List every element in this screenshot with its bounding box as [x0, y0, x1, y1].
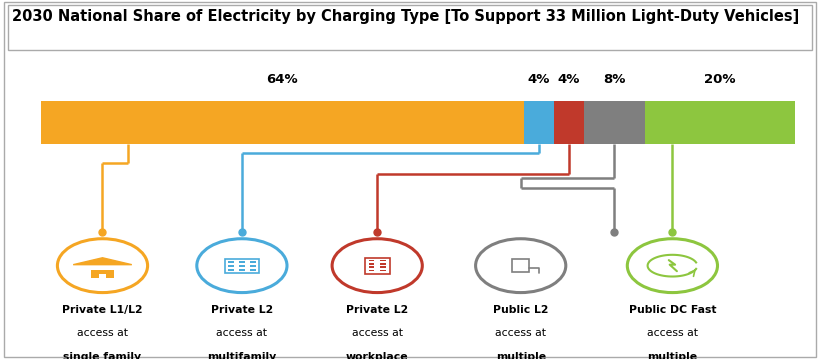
Bar — [380, 260, 386, 261]
Bar — [228, 261, 234, 263]
Text: Private L2: Private L2 — [210, 305, 273, 315]
Bar — [380, 266, 386, 268]
Bar — [364, 258, 389, 274]
Bar — [380, 270, 386, 271]
Text: access at: access at — [77, 328, 128, 339]
Bar — [512, 259, 528, 272]
Bar — [368, 260, 373, 261]
Text: workplace: workplace — [346, 352, 408, 359]
Bar — [228, 269, 234, 271]
Bar — [224, 259, 259, 272]
Text: 2030 National Share of Electricity by Charging Type [To Support 33 Million Light: 2030 National Share of Electricity by Ch… — [12, 9, 799, 24]
Text: single family: single family — [63, 352, 142, 359]
Bar — [228, 265, 234, 267]
Bar — [238, 261, 245, 263]
Text: multiple: multiple — [495, 352, 545, 359]
Text: 64%: 64% — [266, 73, 298, 86]
Text: multiple: multiple — [646, 352, 697, 359]
Bar — [99, 274, 106, 278]
Text: Public L2: Public L2 — [492, 305, 548, 315]
Bar — [368, 270, 373, 271]
Text: 4%: 4% — [557, 73, 580, 86]
Bar — [583, 101, 644, 144]
Text: multifamily: multifamily — [207, 352, 276, 359]
Bar — [249, 265, 256, 267]
Bar — [368, 266, 373, 268]
Text: access at: access at — [495, 328, 545, 339]
Text: Public DC Fast: Public DC Fast — [628, 305, 715, 315]
Text: 4%: 4% — [527, 73, 550, 86]
Bar — [91, 270, 114, 278]
FancyBboxPatch shape — [8, 5, 811, 50]
Polygon shape — [73, 258, 132, 265]
Bar — [238, 269, 245, 271]
Bar — [249, 261, 256, 263]
Bar — [368, 263, 373, 265]
Bar — [41, 101, 523, 144]
Bar — [644, 101, 794, 144]
Bar — [523, 101, 554, 144]
Text: access at: access at — [646, 328, 697, 339]
Bar — [554, 101, 583, 144]
Text: Private L1/L2: Private L1/L2 — [62, 305, 143, 315]
Bar — [249, 269, 256, 271]
Text: 8%: 8% — [603, 73, 625, 86]
Text: access at: access at — [216, 328, 267, 339]
Text: access at: access at — [351, 328, 402, 339]
Bar — [238, 265, 245, 267]
Text: Private L2: Private L2 — [346, 305, 408, 315]
Text: 20%: 20% — [704, 73, 735, 86]
Bar — [380, 263, 386, 265]
